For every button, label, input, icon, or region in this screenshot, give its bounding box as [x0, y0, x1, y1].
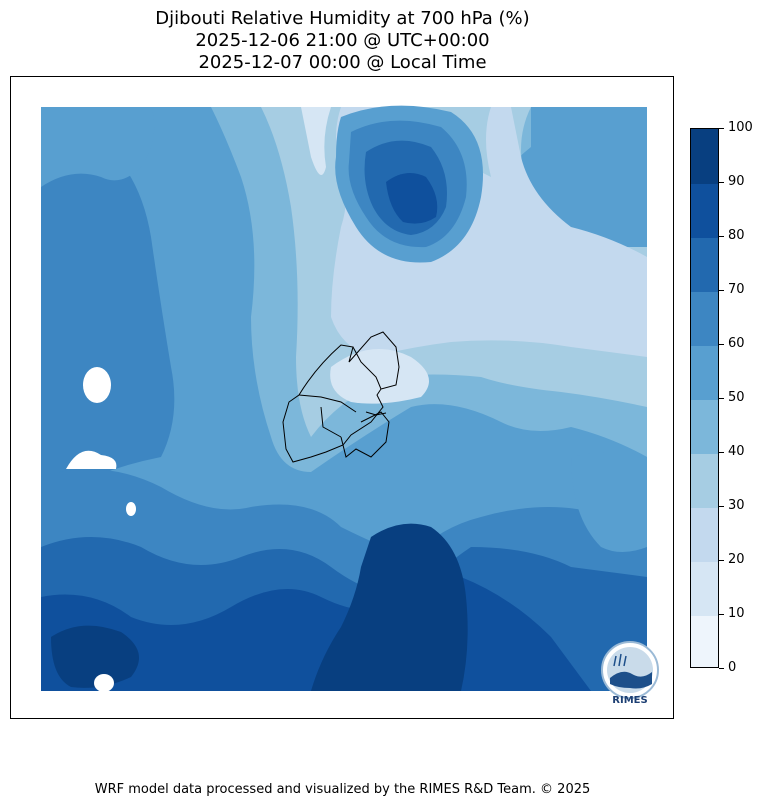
colorbar-tick	[719, 452, 724, 453]
humidity-contour-map	[41, 105, 647, 692]
colorbar-tick-label: 30	[728, 498, 745, 513]
credit-footer: WRF model data processed and visualized …	[94, 782, 591, 797]
missing-patch-3	[126, 502, 136, 516]
colorbar-band	[691, 237, 718, 292]
region-line-2	[298, 394, 357, 413]
colorbar-band	[691, 561, 718, 616]
colorbar-tick-label: 60	[728, 336, 745, 351]
colorbar-tick-label: 90	[728, 174, 745, 189]
colorbar-tick-label: 50	[728, 390, 745, 405]
colorbar-tick-label: 40	[728, 444, 745, 459]
colorbar-tick	[719, 398, 724, 399]
colorbar-tick	[719, 614, 724, 615]
colorbar-tick-label: 70	[728, 282, 745, 297]
colorbar-tick	[719, 236, 724, 237]
colorbar-band	[691, 129, 718, 184]
colorbar-tick	[719, 506, 724, 507]
colorbar-tick	[719, 182, 724, 183]
djibouti-outline	[282, 331, 400, 463]
colorbar	[690, 128, 719, 668]
rimes-logo: RIMES	[601, 641, 659, 706]
colorbar-band	[691, 291, 718, 346]
field-west-60	[41, 133, 175, 497]
colorbar-band	[691, 399, 718, 454]
colorbar-tick-label: 0	[728, 660, 737, 675]
field-east-50	[571, 452, 647, 552]
colorbar-band	[691, 507, 718, 562]
colorbar-tick-label: 10	[728, 606, 745, 621]
logo-rain	[613, 653, 627, 667]
local-time: 2025-12-07 00:00 @ Local Time	[198, 52, 487, 73]
missing-patch-1	[83, 367, 111, 403]
colorbar-band	[691, 615, 718, 667]
utc-time: 2025-12-06 21:00 @ UTC+00:00	[195, 30, 490, 51]
coast-line	[365, 411, 387, 416]
field-south-90	[311, 523, 468, 691]
colorbar-tick	[719, 344, 724, 345]
colorbar-tick	[719, 128, 724, 129]
colorbar-tick-label: 100	[728, 120, 753, 135]
field-nw-50	[41, 107, 155, 187]
colorbar-tick-label: 20	[728, 552, 745, 567]
field-center-10	[330, 349, 429, 404]
region-line-3	[320, 406, 342, 438]
field-north-80	[386, 173, 438, 224]
colorbar-tick	[719, 668, 724, 669]
colorbar-tick	[719, 560, 724, 561]
colorbar-tick	[719, 290, 724, 291]
map-panel	[10, 76, 674, 719]
map-title: Djibouti Relative Humidity at 700 hPa (%…	[155, 8, 530, 29]
region-line-1	[352, 346, 382, 390]
colorbar-tick-label: 80	[728, 228, 745, 243]
logo-text: RIMES	[612, 695, 647, 706]
logo-wave	[610, 671, 652, 689]
colorbar-band	[691, 183, 718, 238]
country-boundary	[282, 331, 400, 463]
missing-patch-4	[94, 674, 114, 692]
missing-patch-2	[66, 450, 117, 469]
field-sw-90	[51, 625, 139, 688]
colorbar-band	[691, 453, 718, 508]
field-north-10	[301, 107, 331, 175]
colorbar-band	[691, 345, 718, 400]
